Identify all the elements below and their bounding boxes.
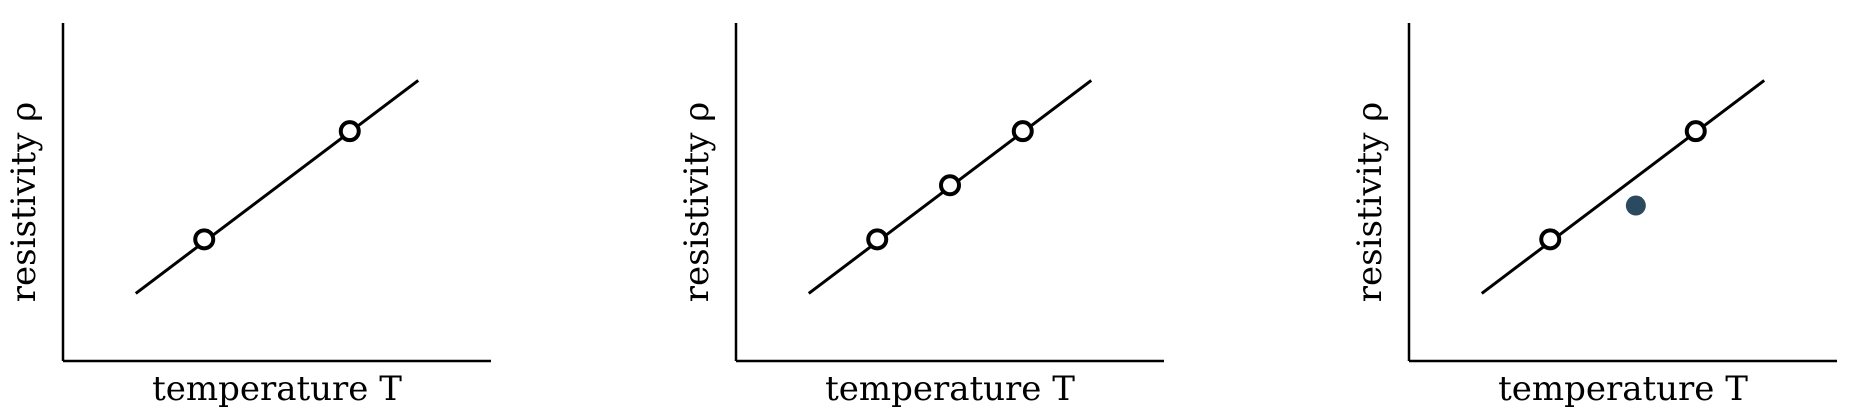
chart-panel-3: temperature T resistivity ρ (1350, 23, 1837, 409)
plot-area (134, 79, 420, 295)
fit-line (134, 79, 420, 295)
data-point (1539, 228, 1562, 251)
chart-panel-2: temperature T resistivity ρ (677, 23, 1164, 409)
data-point (866, 228, 889, 251)
plot-area (807, 79, 1093, 295)
chart-panel-1: temperature T resistivity ρ (4, 23, 491, 409)
x-axis-label: temperature T (825, 369, 1075, 409)
x-axis-label: temperature T (1498, 369, 1748, 409)
y-axis-label: resistivity ρ (1350, 102, 1390, 302)
fit-line (1480, 79, 1766, 295)
data-point (338, 120, 361, 143)
data-point (193, 228, 216, 251)
data-point (939, 174, 961, 197)
x-axis-label: temperature T (152, 369, 402, 409)
y-axis-label: resistivity ρ (4, 102, 44, 302)
plot-area (1480, 79, 1766, 295)
highlighted-point (1625, 195, 1646, 216)
y-axis-label: resistivity ρ (677, 102, 717, 302)
data-point (1011, 120, 1034, 143)
data-point (1684, 120, 1707, 143)
